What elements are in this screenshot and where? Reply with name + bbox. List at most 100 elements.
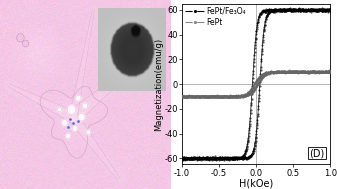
Point bbox=[216, 157, 221, 160]
Point bbox=[236, 157, 241, 160]
Point bbox=[272, 7, 278, 10]
Point bbox=[261, 73, 266, 76]
Point bbox=[187, 95, 193, 98]
Point bbox=[270, 8, 275, 11]
Point bbox=[295, 9, 300, 12]
Point bbox=[238, 95, 243, 98]
Point bbox=[203, 157, 208, 160]
Point bbox=[324, 9, 329, 12]
Point bbox=[224, 95, 230, 98]
Point bbox=[288, 8, 293, 11]
Point bbox=[326, 70, 331, 73]
Point bbox=[296, 9, 301, 12]
Point bbox=[286, 8, 291, 11]
Point bbox=[272, 9, 277, 12]
Point bbox=[286, 71, 292, 74]
Point bbox=[207, 157, 213, 160]
Point bbox=[260, 75, 265, 78]
Point bbox=[283, 70, 289, 73]
Point bbox=[270, 9, 276, 12]
Point bbox=[326, 7, 332, 10]
Point bbox=[316, 71, 321, 74]
Point bbox=[214, 95, 220, 98]
Point bbox=[300, 8, 305, 11]
Point bbox=[322, 70, 328, 73]
Point bbox=[242, 95, 247, 98]
Point bbox=[316, 9, 321, 12]
Point bbox=[255, 77, 261, 80]
Point bbox=[295, 9, 300, 12]
Point bbox=[265, 14, 270, 17]
Point bbox=[267, 71, 272, 74]
Point bbox=[260, 73, 265, 76]
Point bbox=[267, 9, 272, 12]
Point bbox=[285, 7, 290, 10]
Point bbox=[259, 77, 264, 80]
Point bbox=[210, 157, 215, 160]
Point bbox=[209, 95, 214, 98]
Point bbox=[197, 95, 203, 98]
Point bbox=[281, 71, 286, 74]
Point bbox=[189, 95, 194, 98]
Point bbox=[245, 140, 250, 143]
Point bbox=[209, 156, 214, 160]
Point bbox=[250, 152, 255, 155]
Point bbox=[218, 94, 223, 98]
Point bbox=[261, 35, 266, 38]
Point bbox=[304, 70, 309, 74]
Point bbox=[231, 156, 237, 159]
Point bbox=[321, 8, 326, 11]
Point bbox=[227, 95, 233, 98]
Point bbox=[245, 91, 251, 94]
Point bbox=[238, 157, 243, 160]
Point bbox=[236, 94, 241, 98]
Point bbox=[205, 157, 210, 160]
Point bbox=[279, 8, 284, 11]
Point bbox=[262, 72, 267, 75]
Point bbox=[262, 8, 267, 11]
Point bbox=[276, 70, 281, 73]
Point bbox=[224, 95, 229, 98]
Point bbox=[315, 9, 320, 12]
Point bbox=[225, 158, 231, 161]
Point bbox=[289, 70, 294, 73]
Point bbox=[252, 140, 258, 143]
Point bbox=[236, 157, 241, 160]
Point bbox=[225, 95, 231, 98]
Point bbox=[202, 157, 207, 160]
Point bbox=[290, 9, 295, 12]
Point bbox=[236, 156, 241, 160]
Point bbox=[182, 95, 187, 98]
Point bbox=[275, 9, 280, 12]
Point bbox=[259, 73, 265, 76]
Point bbox=[221, 95, 226, 98]
Point bbox=[272, 70, 278, 73]
Point bbox=[278, 70, 284, 73]
Point bbox=[286, 70, 292, 74]
Point bbox=[321, 70, 327, 73]
Point bbox=[241, 153, 247, 156]
Point bbox=[316, 8, 321, 11]
Point bbox=[259, 73, 265, 76]
Point bbox=[275, 70, 280, 74]
Point bbox=[249, 87, 254, 90]
Point bbox=[214, 156, 220, 159]
Point bbox=[275, 70, 280, 74]
Point bbox=[248, 91, 254, 94]
Point bbox=[214, 156, 220, 159]
Point bbox=[234, 95, 239, 98]
Point bbox=[223, 95, 228, 98]
Point bbox=[307, 9, 312, 12]
Point bbox=[289, 70, 294, 73]
Point bbox=[230, 158, 236, 161]
Point bbox=[190, 94, 196, 98]
Point bbox=[199, 95, 205, 98]
Point bbox=[243, 157, 249, 160]
Point bbox=[327, 70, 332, 73]
Point bbox=[312, 9, 317, 12]
Point bbox=[286, 8, 292, 11]
Point bbox=[211, 157, 216, 160]
Point bbox=[225, 95, 231, 98]
Point bbox=[317, 9, 322, 12]
Point bbox=[223, 95, 229, 98]
